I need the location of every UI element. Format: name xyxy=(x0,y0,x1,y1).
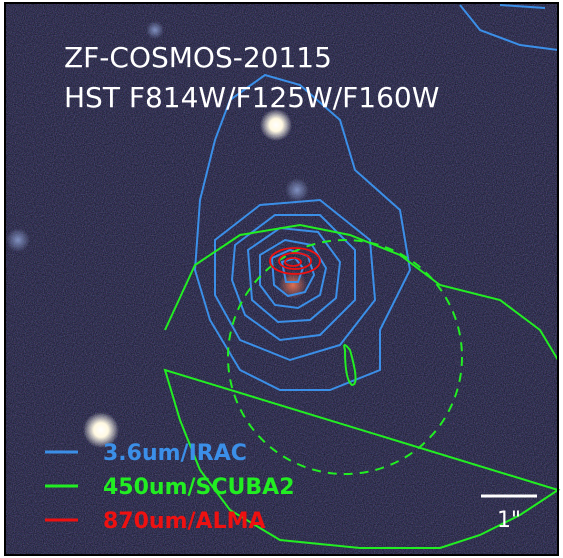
faint-source xyxy=(285,178,309,202)
title-line: ZF-COSMOS-20115 xyxy=(64,41,332,74)
image-figure: ZF-COSMOS-20115 HST F814W/F125W/F160W 3.… xyxy=(0,0,563,558)
scale-bar-label: 1" xyxy=(497,508,521,533)
legend-label: 3.6um/IRAC xyxy=(103,441,247,466)
title-line: HST F814W/F125W/F160W xyxy=(64,81,439,114)
page: ZF-COSMOS-20115 HST F814W/F125W/F160W 3.… xyxy=(0,0,563,558)
legend-label: 870um/ALMA xyxy=(103,509,266,534)
legend-label: 450um/SCUBA2 xyxy=(103,475,295,500)
faint-source xyxy=(6,228,30,252)
faint-source xyxy=(146,21,164,39)
